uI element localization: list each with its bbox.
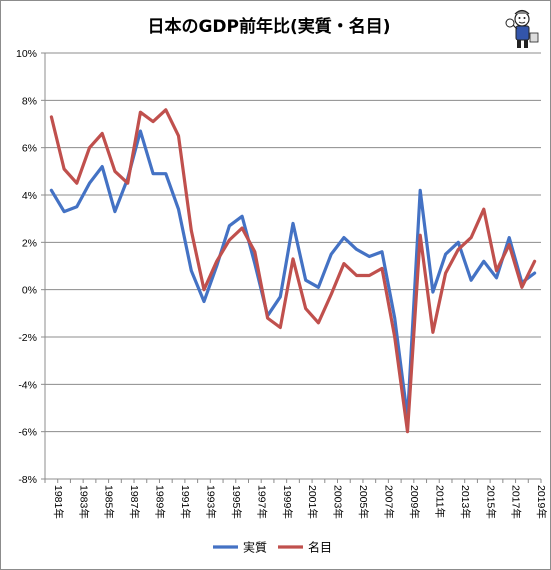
x-tick-label: 2017年 [510,485,523,519]
x-tick-label: 2011年 [433,485,446,518]
y-axis-tick-labels: -8% -6% -4% -2% 0% 2% 4% 6% 8% 10% [16,48,37,486]
x-tick-label: 1997年 [255,485,268,519]
y-tick-label: -6% [18,427,37,439]
x-tick-label: 1981年 [52,485,65,519]
x-tick-label: 1985年 [103,485,116,519]
x-tick-label: 1989年 [154,485,167,519]
x-tick-label: 2013年 [459,485,472,519]
mascot-logo [505,9,539,48]
data-series [49,108,537,434]
x-tick-label: 2009年 [408,485,421,519]
y-tick-label: -4% [18,379,37,391]
x-tick-label: 2003年 [332,485,345,519]
legend-label: 名目 [308,540,332,555]
x-tick-label: 1983年 [77,485,90,519]
series-line-0 [49,129,537,420]
x-axis-tick-labels: 1981年 1983年 1985年 1987年 1989年 1991年 1993年 1995年… [52,485,548,519]
x-tick-label: 1987年 [128,485,141,519]
y-tick-label: 6% [22,143,37,155]
x-tick-label: 1995年 [230,485,243,519]
y-tick-label: 4% [22,190,37,202]
chart-title: 日本のGDP前年比(実質・名目) [147,16,390,37]
x-tick-label: 1991年 [179,485,192,519]
x-tick-label: 2007年 [383,485,396,519]
legend-label: 実質 [243,540,267,555]
y-tick-label: 10% [16,48,37,60]
x-tick-label: 2019年 [535,485,548,519]
y-tick-label: -2% [18,332,37,344]
x-tick-label: 2015年 [484,485,497,519]
axes [44,53,542,483]
series-line-1 [49,108,537,434]
x-tick-label: 2001年 [306,485,319,519]
legend: 実質 名目 [213,540,332,555]
y-tick-label: 8% [22,95,37,107]
x-tick-label: 2005年 [357,485,370,519]
x-tick-label: 1993年 [204,485,217,519]
x-tick-label: 1999年 [281,485,294,519]
y-tick-label: 0% [22,285,37,297]
y-tick-label: 2% [22,237,37,249]
y-tick-label: -8% [18,474,37,486]
